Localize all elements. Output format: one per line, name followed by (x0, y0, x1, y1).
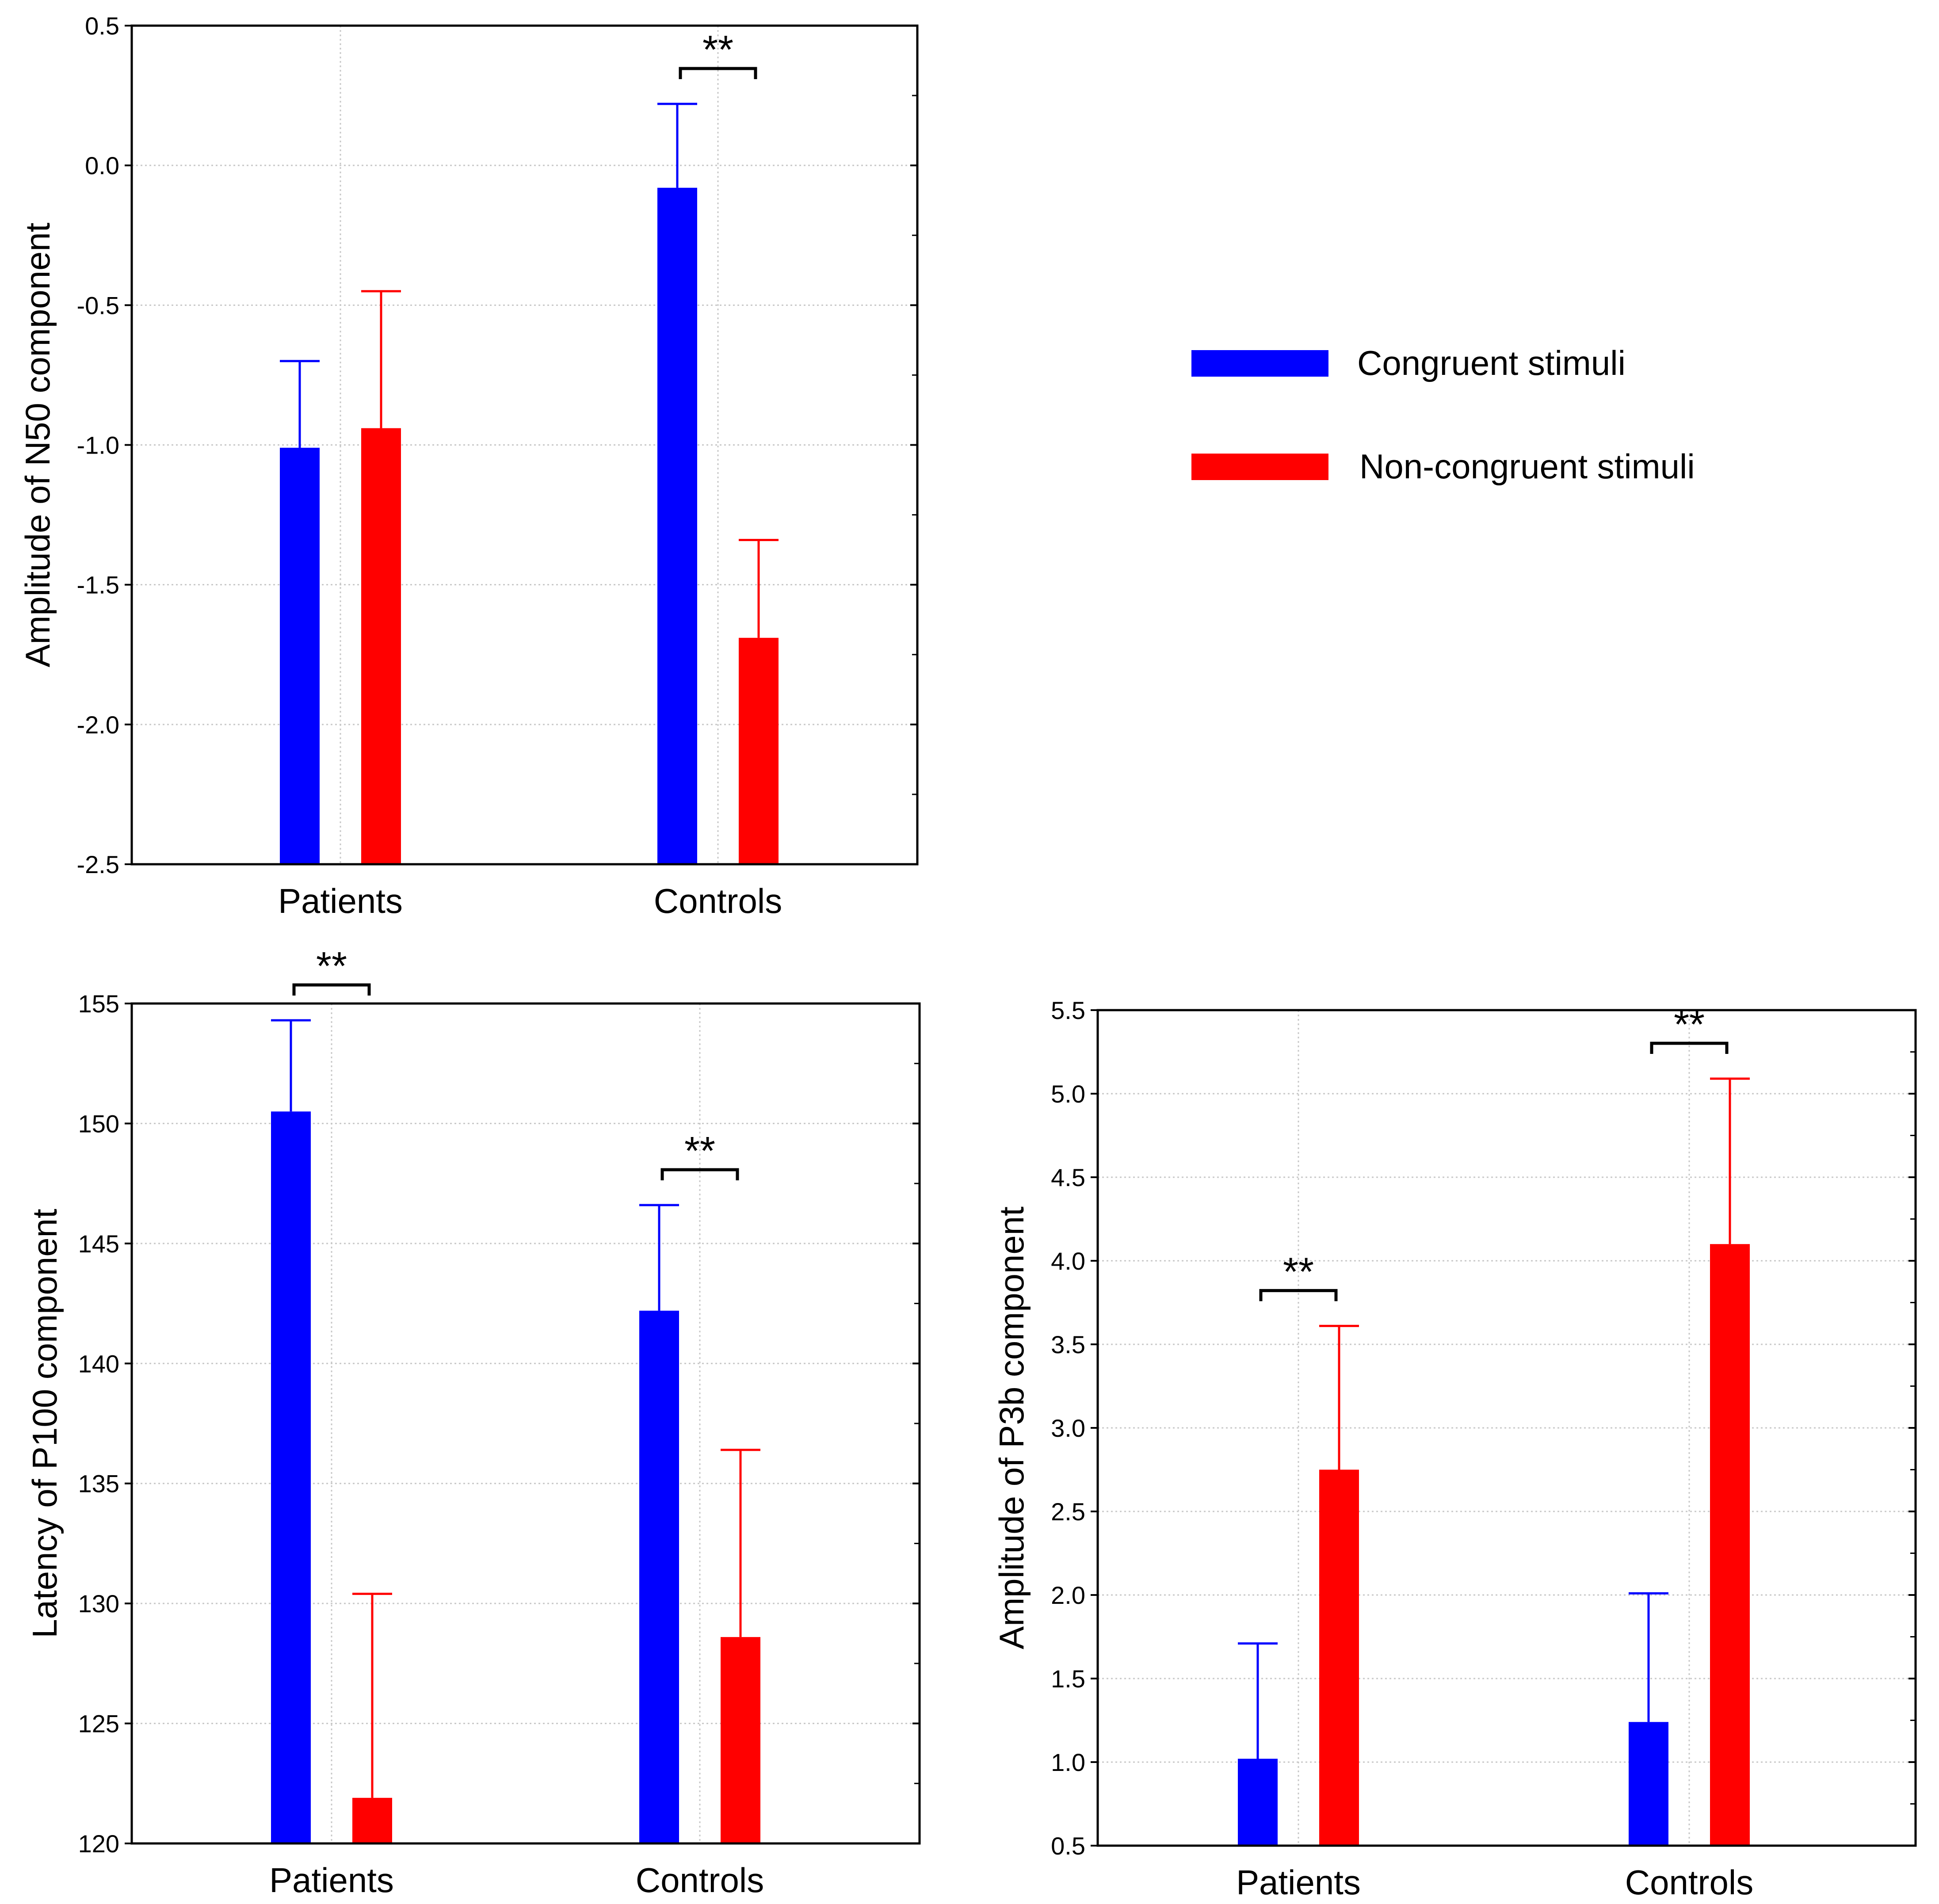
bar-noncongruent-patients (352, 1797, 392, 1843)
y-tick-label: 140 (78, 1350, 119, 1377)
y-tick-label: -1.5 (77, 571, 120, 599)
legend: Congruent stimuli Non-congruent stimuli (1191, 343, 1695, 486)
significance-bracket (1259, 1289, 1338, 1301)
y-tick-label: 3.0 (1051, 1414, 1085, 1442)
y-tick-label: 130 (78, 1590, 119, 1618)
significance-marker: ** (316, 944, 347, 988)
y-axis-title: Latency of P100 component (25, 1209, 64, 1638)
y-tick-label: 0.5 (1051, 1832, 1085, 1860)
bar-noncongruent-controls (721, 1637, 760, 1843)
bar-noncongruent-patients (1319, 1469, 1359, 1846)
y-tick-label: 135 (78, 1470, 119, 1498)
bar-congruent-patients (1238, 1759, 1278, 1846)
legend-label-congruent: Congruent stimuli (1357, 343, 1626, 382)
bar-congruent-controls (1629, 1722, 1668, 1846)
y-axis-title: Amplitude of N50 component (18, 222, 57, 667)
panel-n50-amplitude: 0.5 0.0 -0.5 -1.0 -1.5 -2.0 -2.5 Patients Contro… (18, 12, 919, 920)
y-tick-label: 120 (78, 1830, 119, 1858)
y-tick-label: 4.0 (1051, 1247, 1085, 1275)
x-category-label: Controls (654, 881, 782, 920)
y-tick-label: 5.0 (1051, 1080, 1085, 1108)
x-category-label: Controls (636, 1861, 764, 1900)
y-tick-label: 145 (78, 1230, 119, 1258)
y-tick-label: 150 (78, 1110, 119, 1137)
y-tick-label: -2.0 (77, 711, 120, 739)
y-tick-label: 1.0 (1051, 1748, 1085, 1776)
y-tick-label: -1.0 (77, 431, 120, 459)
legend-swatch-noncongruent (1191, 454, 1328, 480)
significance-bracket (679, 67, 757, 80)
bar-noncongruent-controls (739, 637, 779, 864)
x-category-label: Patients (269, 1861, 394, 1900)
y-tick-label: 125 (78, 1710, 119, 1738)
y-tick-label: -2.5 (77, 851, 120, 878)
bar-congruent-controls (657, 187, 697, 865)
significance-marker: ** (702, 28, 733, 72)
y-tick-label: -0.5 (77, 291, 120, 319)
y-tick-label: 5.5 (1051, 996, 1085, 1024)
y-tick-label: 3.5 (1051, 1331, 1085, 1358)
y-tick-label: 4.5 (1051, 1164, 1085, 1191)
x-category-label: Patients (1236, 1863, 1361, 1902)
y-tick-label: 0.0 (85, 152, 119, 179)
y-axis-title: Amplitude of P3b component (992, 1206, 1031, 1649)
y-tick-label: 155 (78, 990, 119, 1018)
x-category-label: Controls (1625, 1863, 1753, 1902)
x-category-label: Patients (278, 881, 403, 920)
bar-congruent-controls (639, 1310, 679, 1843)
legend-label-noncongruent: Non-congruent stimuli (1359, 447, 1695, 486)
y-tick-label: 1.5 (1051, 1665, 1085, 1693)
significance-marker: ** (1674, 1003, 1705, 1047)
bar-congruent-patients (271, 1111, 311, 1843)
significance-bracket (1650, 1042, 1729, 1054)
bar-noncongruent-controls (1710, 1244, 1750, 1846)
significance-marker: ** (1283, 1250, 1314, 1294)
significance-marker: ** (684, 1129, 715, 1173)
bar-congruent-patients (280, 447, 320, 864)
y-tick-label: 0.5 (85, 12, 119, 40)
significance-bracket (292, 983, 371, 996)
panel-p100-latency: 155 150 145 140 135 130 125 120 Patients Controls… (25, 944, 921, 1900)
panel-p3b-amplitude: 5.5 5.0 4.5 4.0 3.5 3.0 2.5 2.0 1.5 1.0 0.5 Patient… (992, 996, 1917, 1902)
y-tick-label: 2.5 (1051, 1498, 1085, 1526)
significance-bracket (660, 1168, 739, 1180)
y-tick-label: 2.0 (1051, 1581, 1085, 1609)
legend-swatch-congruent (1191, 350, 1328, 377)
bar-noncongruent-patients (361, 428, 401, 864)
